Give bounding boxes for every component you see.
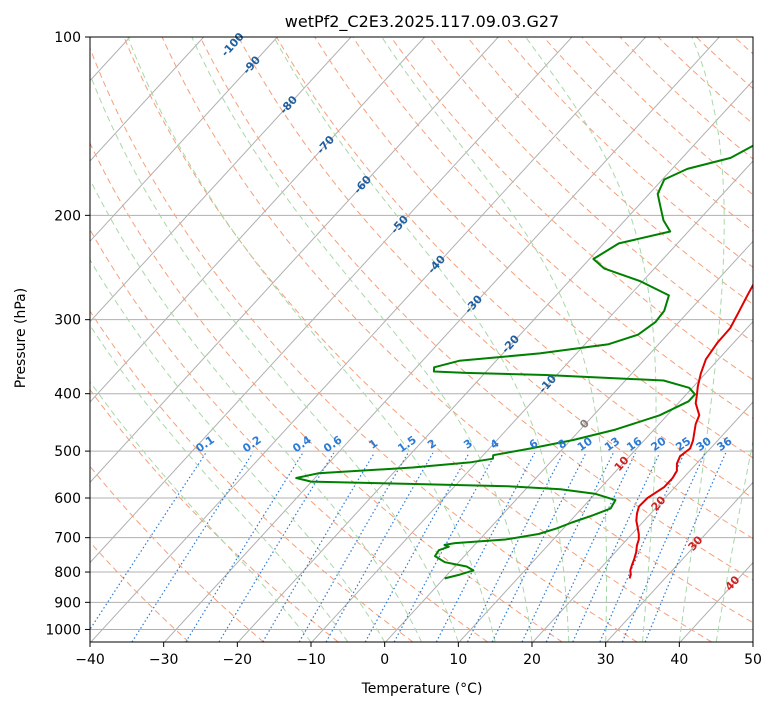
dry-adiabat-line xyxy=(315,37,775,642)
y-tick-label: 1000 xyxy=(45,622,81,638)
x-tick-label: 50 xyxy=(744,652,762,668)
dry-adiabat-line xyxy=(620,37,775,642)
mixing-ratio-label: 1.5 xyxy=(395,433,418,455)
x-tick-label: 20 xyxy=(523,652,541,668)
isotherm-line xyxy=(311,36,775,643)
y-tick-label: 100 xyxy=(54,30,81,46)
x-tick-label: −20 xyxy=(223,652,253,668)
dry-adiabat-line xyxy=(734,37,775,642)
dry-adiabat-line xyxy=(544,37,775,642)
mixing-ratio-line xyxy=(573,453,660,642)
y-tick-label: 600 xyxy=(54,491,81,507)
background-lines xyxy=(0,36,775,643)
moist-adiabat-line xyxy=(128,37,495,642)
x-tick-label: −40 xyxy=(75,652,105,668)
y-tick-label: 200 xyxy=(54,208,81,224)
x-tick-label: −30 xyxy=(149,652,179,668)
moist-adiabat-line xyxy=(35,37,422,642)
isotherm-line xyxy=(0,36,352,643)
mixing-ratio-line xyxy=(546,453,635,642)
mixing-ratio-label: 0.6 xyxy=(321,433,345,455)
mixing-ratio-label: 0.2 xyxy=(240,433,263,455)
mixing-ratio-line xyxy=(132,453,253,642)
y-tick-label: 500 xyxy=(54,444,81,460)
y-tick-label: 800 xyxy=(54,565,81,581)
dry-adiabat-line xyxy=(582,37,775,642)
moist-adiabat-line xyxy=(716,37,775,642)
mixing-ratio-line xyxy=(600,453,685,642)
isotherm-line xyxy=(385,36,775,643)
dry-adiabat-line xyxy=(86,37,637,642)
data-lines xyxy=(296,37,775,578)
mixing-ratio-label: 0.4 xyxy=(290,433,314,455)
y-tick-label: 400 xyxy=(54,387,81,403)
chart-title: wetPf2_C2E3.2025.117.09.03.G27 xyxy=(285,12,559,32)
x-tick-label: 30 xyxy=(597,652,615,668)
x-tick-label: 40 xyxy=(670,652,688,668)
dry-adiabat-line xyxy=(429,37,775,642)
y-axis-title: Pressure (hPa) xyxy=(13,288,29,388)
moist-adiabat-line xyxy=(679,37,724,642)
mixing-ratio-line xyxy=(468,453,564,642)
x-axis-title: Temperature (°C) xyxy=(361,681,483,697)
mixing-ratio-line xyxy=(326,453,433,642)
mixing-ratio-label: 3 xyxy=(461,437,475,452)
mixing-ratio-label: 4 xyxy=(488,437,502,452)
moist-adiabat-line xyxy=(0,37,311,642)
isotherm-line xyxy=(753,36,775,643)
x-tick-label: 0 xyxy=(380,652,389,668)
isotherm-label: 40 xyxy=(723,573,743,593)
dry-adiabat-line xyxy=(200,37,775,642)
mixing-ratio-line xyxy=(645,453,726,642)
mixing-ratio-line xyxy=(82,453,206,642)
moist-adiabat-line xyxy=(192,37,532,642)
dry-adiabat-line xyxy=(696,37,775,642)
isotherm-label: -100 xyxy=(219,30,247,59)
dry-adiabat-line xyxy=(506,37,775,642)
dry-adiabat-line xyxy=(353,37,775,642)
mixing-ratio-label: 0.1 xyxy=(193,433,216,455)
mixing-ratio-label: 2 xyxy=(425,437,439,452)
isotherm-line xyxy=(0,36,426,643)
x-tick-label: −10 xyxy=(296,652,326,668)
dry-adiabat-line xyxy=(0,37,264,642)
dewpoint-profile-line xyxy=(296,37,775,578)
x-tick-label: 10 xyxy=(449,652,467,668)
isotherm-line xyxy=(0,36,278,643)
y-tick-label: 900 xyxy=(54,595,81,611)
y-tick-label: 700 xyxy=(54,531,81,547)
mixing-ratio-line xyxy=(186,453,303,642)
y-tick-label: 300 xyxy=(54,313,81,329)
isotherm-label: 30 xyxy=(686,533,706,553)
moist-adiabat-line xyxy=(0,37,385,642)
mixing-ratio-line xyxy=(522,453,613,642)
